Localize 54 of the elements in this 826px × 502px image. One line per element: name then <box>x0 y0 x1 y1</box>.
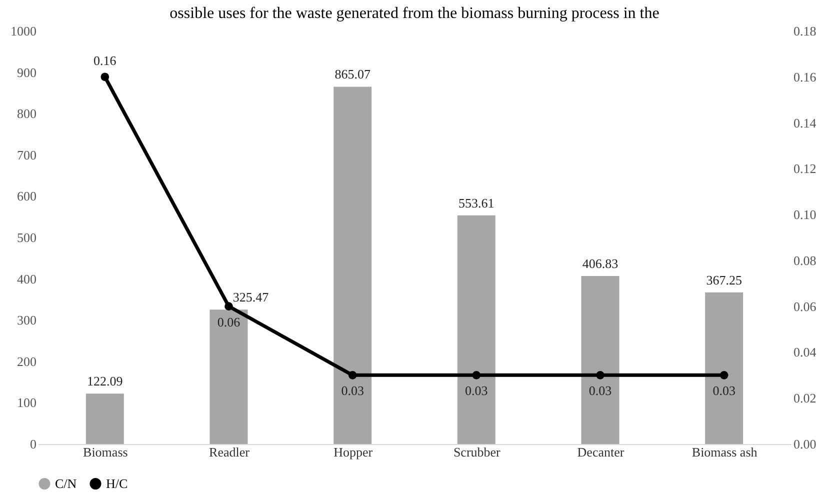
legend-label: C/N <box>55 476 78 491</box>
y-tick-label: 200 <box>17 354 36 369</box>
y-tick-label: 800 <box>17 106 36 122</box>
x-tick-label: Scrubber <box>453 444 502 460</box>
data-label: 865.07 <box>334 66 371 82</box>
y-tick-label: 400 <box>17 271 36 286</box>
y-tick-label: 0 <box>30 436 36 452</box>
y2-tick-label: 0.06 <box>794 298 817 314</box>
y-tick-label: 900 <box>17 64 36 80</box>
bar <box>705 292 744 444</box>
legend-label: H/C <box>106 476 128 491</box>
y2-tick-label: 0.08 <box>794 252 816 268</box>
y2-tick-label: 0.04 <box>794 344 817 360</box>
bar <box>581 276 620 444</box>
point <box>596 370 604 380</box>
data-label: 325.47 <box>232 290 270 305</box>
point <box>100 72 110 82</box>
data-label: 406.83 <box>582 256 618 271</box>
x-tick-label: Decanter <box>577 444 625 460</box>
y-tick-label: 300 <box>17 312 36 328</box>
point <box>348 370 357 380</box>
data-label: 0.16 <box>94 52 117 68</box>
bar <box>210 310 248 444</box>
y2-tick-label: 0.00 <box>794 436 816 452</box>
chart-title: ossible uses for the waste generated from the biomass burning process in the <box>170 5 660 22</box>
data-label: 553.61 <box>458 195 494 210</box>
bar <box>334 86 372 444</box>
x-tick-label: Biomass <box>83 444 128 460</box>
point <box>720 370 728 380</box>
point <box>472 370 481 380</box>
y2-tick-label: 0.12 <box>794 161 816 176</box>
y2-tick-label: 0.10 <box>794 207 816 222</box>
data-label: 0.03 <box>588 383 612 398</box>
y-tick-label: 500 <box>17 230 36 245</box>
y-tick-label: 1000 <box>10 24 36 38</box>
bar <box>86 394 124 444</box>
data-label: 367.25 <box>706 272 742 288</box>
bar <box>457 215 496 444</box>
data-label: 0.03 <box>341 383 364 398</box>
y-tick-label: 100 <box>17 395 36 410</box>
data-label: 0.03 <box>712 383 736 398</box>
y2-tick-label: 0.16 <box>794 69 817 84</box>
data-label: 0.06 <box>217 314 241 330</box>
x-tick-label: Biomass ash <box>692 444 758 460</box>
y2-tick-label: 0.02 <box>794 390 816 406</box>
y2-tick-label: 0.18 <box>794 24 816 38</box>
y-tick-label: 600 <box>17 188 36 204</box>
y2-tick-label: 0.14 <box>794 115 817 130</box>
data-label: 0.03 <box>465 383 488 398</box>
data-label: 122.09 <box>87 374 123 389</box>
y-tick-label: 700 <box>17 147 36 162</box>
x-tick-label: Hopper <box>334 444 374 460</box>
point <box>224 302 233 311</box>
x-tick-label: Readler <box>209 444 250 460</box>
